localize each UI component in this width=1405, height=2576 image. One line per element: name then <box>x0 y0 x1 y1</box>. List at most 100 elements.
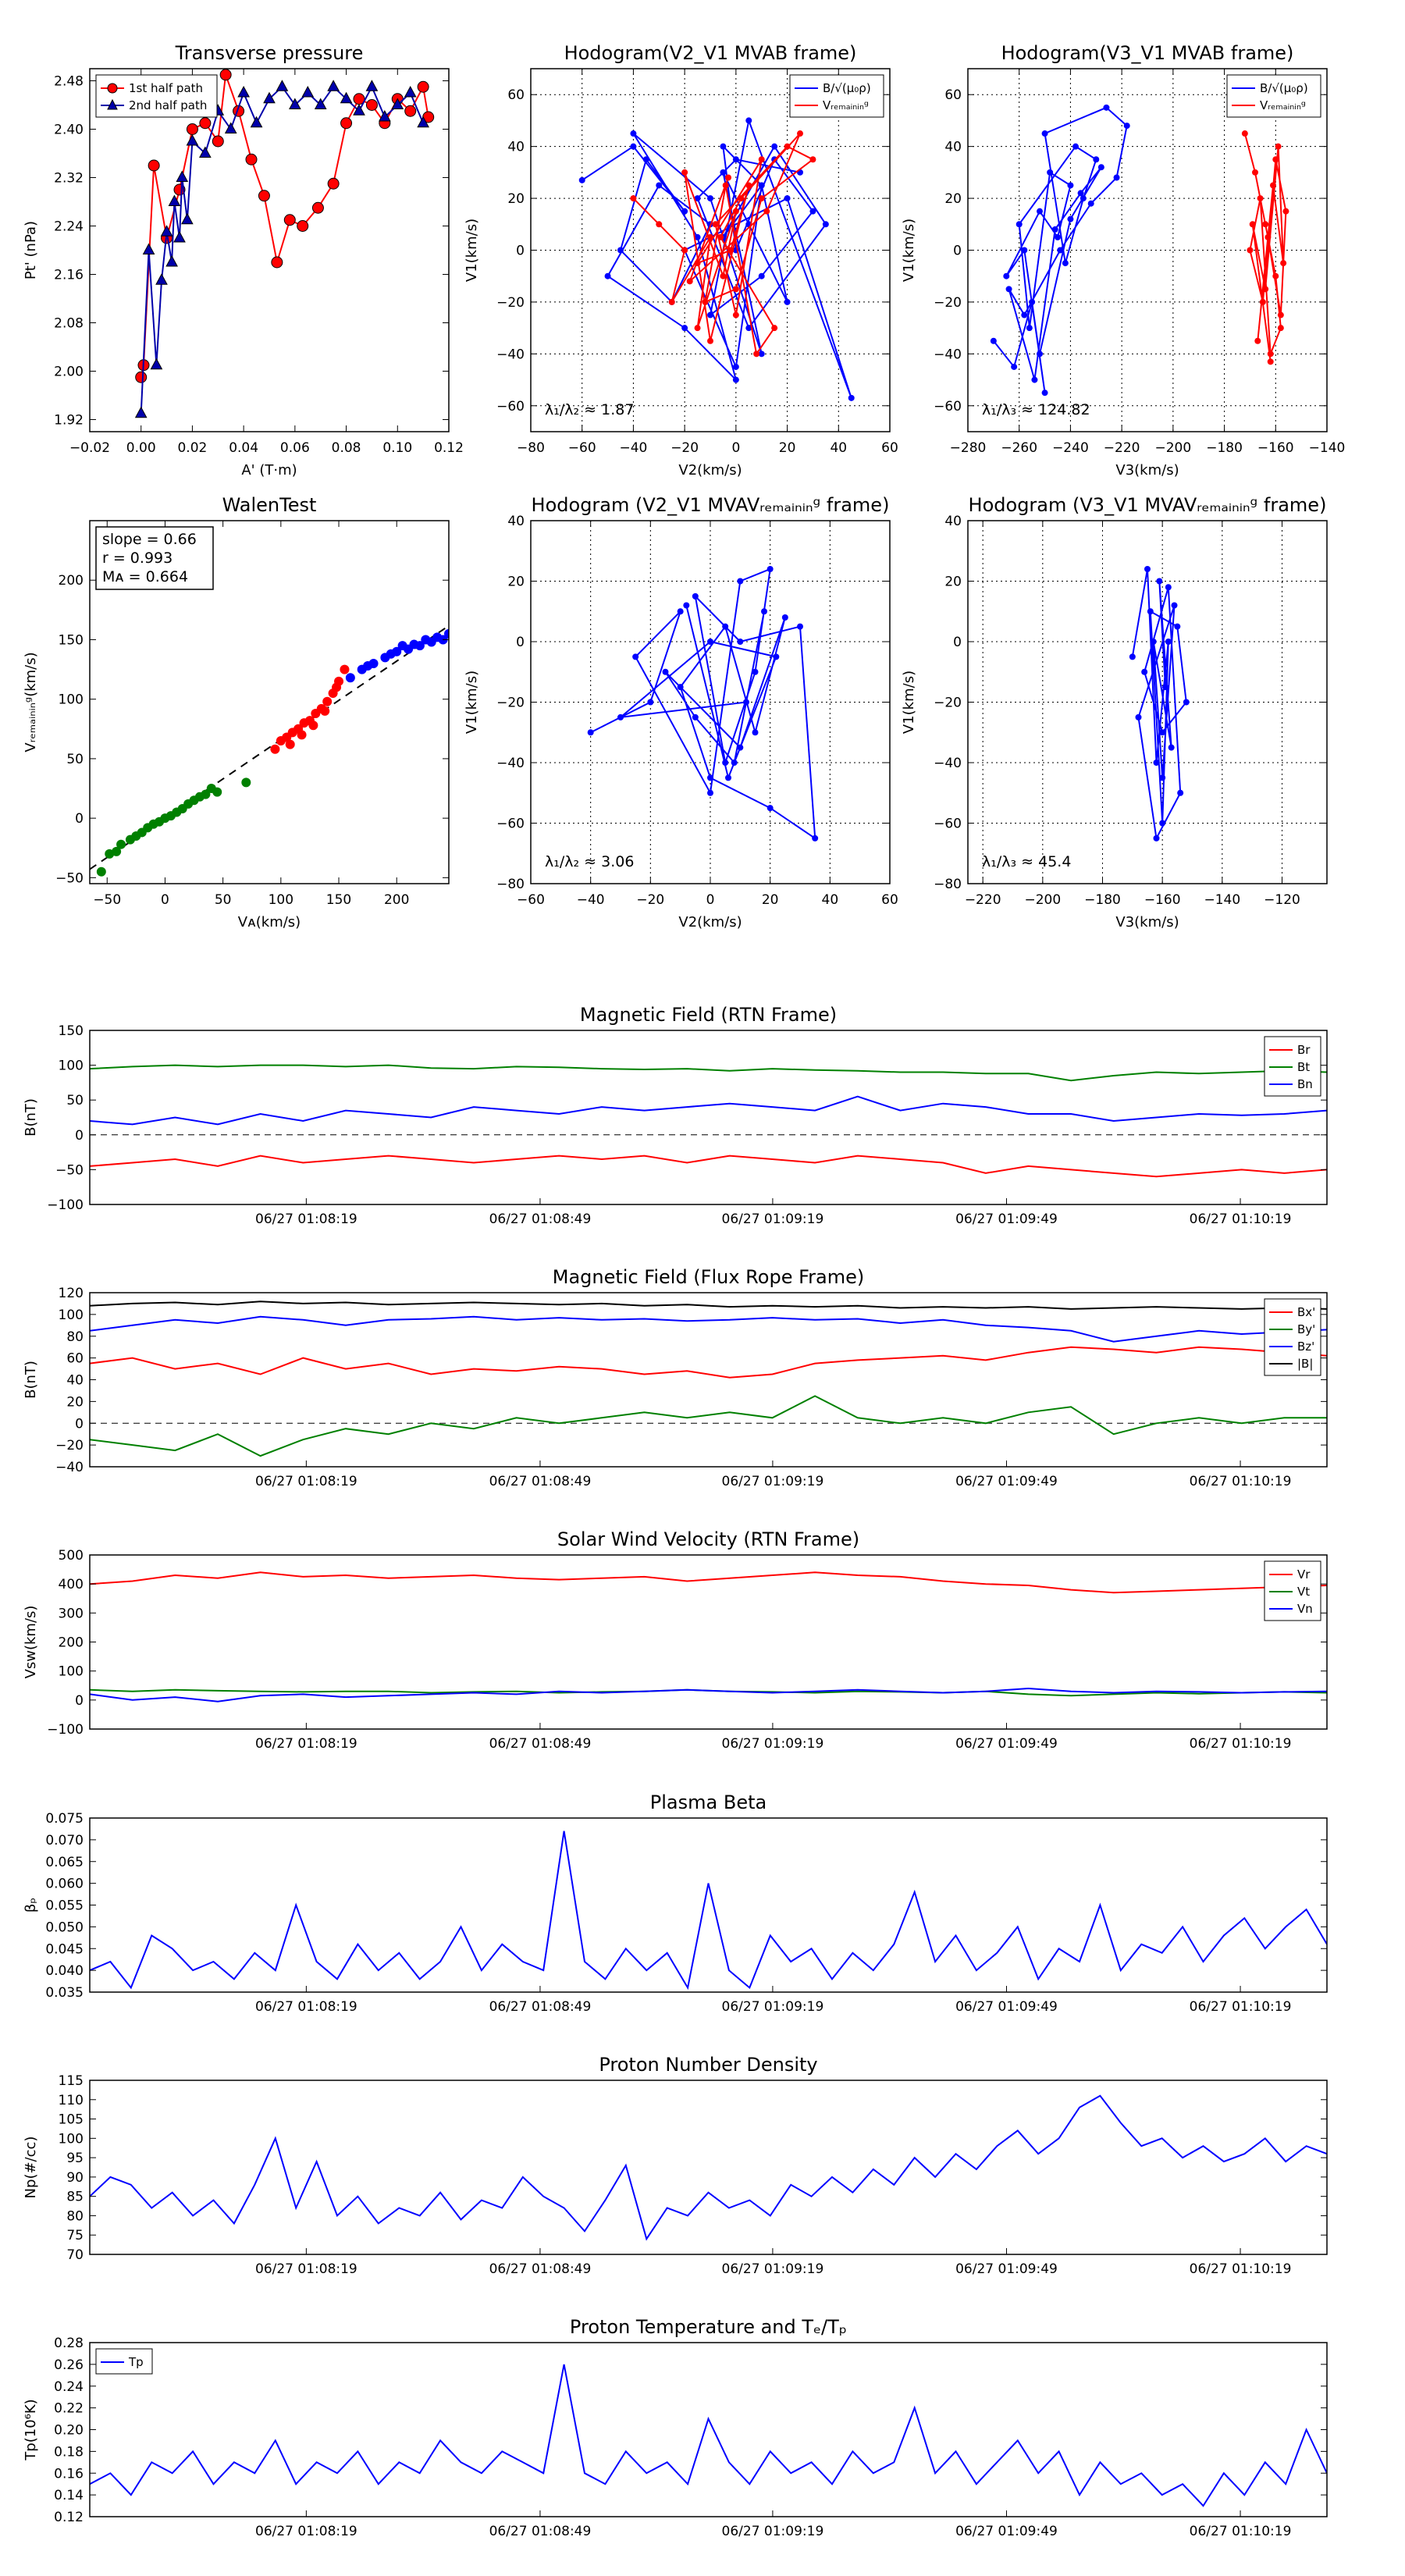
data-point <box>771 143 778 150</box>
data-point <box>686 278 693 285</box>
axes-frame <box>89 1554 1328 1730</box>
y-tick-label: −40 <box>496 347 525 362</box>
x-axis-label: Vᴀ(km/s) <box>238 914 301 930</box>
y-tick-label: 0.24 <box>54 2379 84 2395</box>
data-point <box>1077 190 1084 197</box>
data-point <box>848 394 855 401</box>
y-tick-label: 0.16 <box>54 2466 84 2482</box>
data-point <box>668 298 675 305</box>
series-line-1 <box>140 84 425 414</box>
y-tick-label: 100 <box>59 692 84 708</box>
y-tick-label: 0 <box>75 1128 84 1144</box>
legend-box <box>1226 74 1321 118</box>
x-tick-label: 50 <box>215 892 232 908</box>
legend-label: Vᵣₑₘₐᵢₙᵢₙᵍ <box>823 98 869 112</box>
y-tick-label: 40 <box>944 514 962 529</box>
x-tick-label: −160 <box>1257 440 1294 456</box>
data-point <box>1029 298 1036 305</box>
data-point <box>694 260 701 267</box>
series-line-0 <box>90 1346 1327 1379</box>
data-point <box>761 608 767 615</box>
x-tick-label: 06/27 01:08:19 <box>255 1736 357 1752</box>
series-line-1 <box>90 1395 1327 1457</box>
y-tick-label: 0 <box>516 244 525 259</box>
data-point <box>722 623 729 630</box>
x-tick-label: −40 <box>619 440 647 456</box>
y-tick-label: −20 <box>934 295 962 311</box>
y-tick-label: −50 <box>55 870 84 886</box>
y-tick-label: 150 <box>59 1023 84 1039</box>
data-point <box>327 177 340 190</box>
y-tick-label: 115 <box>59 2073 84 2089</box>
y-axis-label: V1(km/s) <box>464 671 480 734</box>
data-point <box>681 325 688 332</box>
chart-title: Magnetic Field (Flux Rope Frame) <box>553 1266 864 1288</box>
legend-label: 1st half path <box>129 81 203 95</box>
chart-mag_rtn: Magnetic Field (RTN Frame) −100 −50 0 50 100 1… <box>23 1004 1328 1227</box>
y-tick-label: 75 <box>66 2228 84 2243</box>
data-point <box>758 350 765 358</box>
data-point <box>758 182 765 189</box>
data-point <box>1072 143 1079 150</box>
annotation-label: λ₁/λ₃ ≈ 45.4 <box>982 853 1071 870</box>
data-point <box>632 653 639 660</box>
x-axis-label: V2(km/s) <box>678 914 742 930</box>
chart-mag_fr: Magnetic Field (Flux Rope Frame) −40 −20 0 2… <box>23 1266 1328 1489</box>
series-line-1 <box>632 133 815 356</box>
data-point <box>781 614 788 621</box>
data-point <box>752 668 759 675</box>
legend: B/√(μ₀ρ) Vᵣₑₘₐᵢₙᵢₙᵍ <box>1226 74 1321 118</box>
x-tick-label: 20 <box>762 892 779 908</box>
data-point <box>1241 130 1248 137</box>
series-line-0 <box>1131 568 1187 841</box>
chart-title: Proton Number Density <box>599 2054 817 2076</box>
data-point <box>283 214 296 226</box>
data-point <box>160 225 173 237</box>
series-line-1 <box>90 1064 1327 1082</box>
legend-label: Bx' <box>1297 1305 1315 1319</box>
info-box-line: slope = 0.66 <box>102 531 197 548</box>
data-point <box>771 325 778 332</box>
chart-np: Proton Number Density 70 75 80 85 90 95 100 105 1… <box>23 2054 1328 2277</box>
y-tick-label: 0 <box>953 635 962 650</box>
data-point <box>732 311 739 318</box>
x-tick-label: 40 <box>822 892 839 908</box>
x-tick-label: 150 <box>326 892 351 908</box>
data-point <box>707 311 713 318</box>
x-tick-label: 06/27 01:10:19 <box>1190 1474 1292 1489</box>
data-point <box>1037 208 1043 215</box>
data-point <box>258 190 270 202</box>
legend-marker <box>107 83 118 94</box>
data-point <box>681 208 688 215</box>
y-tick-label: −40 <box>934 347 962 362</box>
data-point <box>773 653 780 660</box>
data-point <box>1259 298 1266 305</box>
x-tick-label: −200 <box>1024 892 1061 908</box>
x-axis-label: V2(km/s) <box>678 462 742 479</box>
data-point <box>656 221 663 228</box>
data-point <box>417 80 429 93</box>
data-point <box>990 337 997 344</box>
data-point <box>245 153 258 165</box>
y-axis-label: Pt' (nPa) <box>23 221 39 279</box>
y-tick-label: −100 <box>47 1197 84 1213</box>
y-tick-label: 0.055 <box>45 1898 84 1914</box>
x-tick-label: 60 <box>881 440 898 456</box>
legend: Vr Vt Vn <box>1264 1560 1321 1621</box>
y-tick-label: 400 <box>59 1577 84 1592</box>
data-point <box>1011 363 1018 370</box>
y-tick-label: 20 <box>66 1394 84 1410</box>
data-point <box>727 247 735 254</box>
x-tick-label: 06/27 01:10:19 <box>1190 1736 1292 1752</box>
info-box <box>95 526 214 590</box>
x-tick-label: 0 <box>731 440 740 456</box>
data-point <box>722 760 729 766</box>
legend-label: |B| <box>1297 1357 1313 1371</box>
plot-area <box>90 1571 1327 1703</box>
data-point <box>340 117 353 130</box>
y-tick-label: 100 <box>59 1664 84 1680</box>
y-tick-label: 2.16 <box>54 268 84 283</box>
data-point <box>743 699 749 706</box>
data-point <box>758 272 765 279</box>
